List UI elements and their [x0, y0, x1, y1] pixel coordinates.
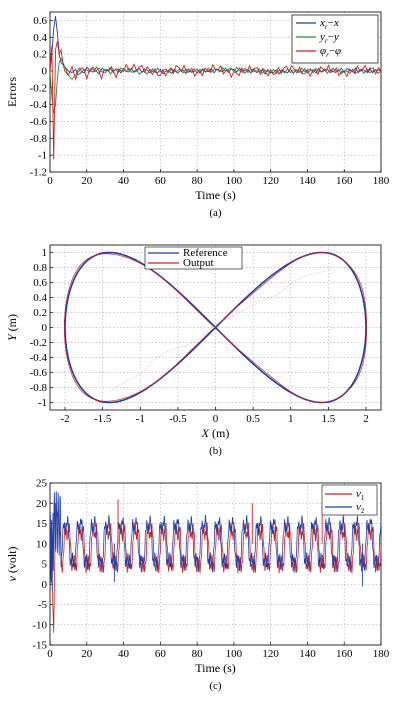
y-tick-label: -10: [32, 619, 47, 631]
output-curve: [63, 252, 368, 403]
y-tick-label: 0.6: [33, 15, 47, 27]
y-tick-label: 10: [36, 538, 48, 550]
x-tick-label: 0: [47, 648, 53, 660]
y-tick-label: -1.2: [30, 167, 47, 179]
y-tick-label: -0.8: [30, 382, 48, 394]
x-axis-label: Time (s): [195, 188, 236, 202]
legend-entry-1: Output: [183, 257, 214, 269]
x-tick-label: 40: [118, 175, 130, 187]
x-tick-label: -1.5: [94, 413, 112, 425]
y-tick-label: 25: [36, 478, 48, 490]
x-axis-label: X (m): [201, 426, 230, 440]
plot-frame: [49, 11, 382, 173]
x-tick-label: 180: [373, 175, 390, 187]
x-tick-label: 60: [155, 648, 167, 660]
y-axis-label: Y (m): [5, 314, 19, 341]
output-transient: [110, 268, 332, 392]
series-line-v2: [50, 491, 381, 592]
panel-caption: (a): [209, 207, 222, 219]
series-line-1: [50, 57, 381, 114]
y-tick-label: 0.2: [33, 49, 47, 61]
y-tick-label: 0.6: [33, 277, 47, 289]
panel-a-errors: 0 20 40 60 80 100 120 140 160 180 0.6 0.4 0.2 0 -0.2 -0…: [5, 11, 390, 219]
y-tick-label: 0.4: [33, 32, 47, 44]
legend-box: [321, 484, 378, 516]
x-tick-label: 20: [81, 648, 93, 660]
y-tick-label: -0.2: [30, 82, 47, 94]
y-axis-label: v (volt): [5, 547, 19, 582]
y-tick-label: -0.8: [30, 133, 48, 145]
x-tick-label: 1: [288, 413, 294, 425]
y-tick-label: 5: [42, 559, 48, 571]
y-tick-label: 0: [42, 579, 48, 591]
panel-caption: (c): [209, 680, 222, 692]
legend-entry-0: xr−x: [319, 17, 339, 31]
y-tick-label: 0: [42, 65, 48, 77]
y-tick-label: 20: [36, 498, 48, 510]
y-tick-label: -15: [32, 640, 47, 652]
y-tick-label: 0: [42, 322, 48, 334]
series-line-2: [50, 41, 381, 160]
x-tick-label: -0.5: [169, 413, 187, 425]
x-tick-label: 1.5: [321, 413, 335, 425]
y-tick-label: -0.6: [30, 116, 48, 128]
x-tick-label: 120: [262, 648, 279, 660]
y-tick-label: 1: [42, 247, 48, 259]
x-tick-label: -2: [60, 413, 69, 425]
y-tick-label: -1: [38, 150, 47, 162]
x-tick-label: 0.5: [246, 413, 260, 425]
y-tick-label: -0.2: [30, 337, 47, 349]
y-tick-label: -0.4: [30, 352, 48, 364]
x-tick-label: 120: [262, 175, 279, 187]
x-tick-label: 140: [299, 648, 316, 660]
y-axis-label: Errors: [5, 77, 19, 107]
x-tick-label: 180: [373, 648, 390, 660]
legend-entry-1: yr−y: [319, 31, 339, 45]
y-tick-label: 0.4: [33, 292, 47, 304]
legend-entry-1: v2: [356, 501, 365, 515]
legend-entry-0: v1: [356, 488, 365, 502]
y-tick-label: -0.6: [30, 367, 48, 379]
y-tick-label: 0.2: [33, 307, 47, 319]
x-tick-label: 160: [336, 648, 353, 660]
x-tick-label: 80: [192, 648, 204, 660]
x-tick-label: 0: [213, 413, 219, 425]
x-tick-label: 20: [81, 175, 93, 187]
legend-entry-0: Reference: [183, 247, 228, 259]
y-tick-label: -5: [38, 599, 48, 611]
x-tick-label: 0: [47, 175, 53, 187]
x-tick-label: 80: [192, 175, 204, 187]
x-tick-label: 40: [118, 648, 130, 660]
legend-entry-2: φr−φ: [320, 45, 341, 59]
x-tick-label: 60: [155, 175, 167, 187]
y-tick-label: 15: [36, 518, 48, 530]
panel-caption: (b): [209, 445, 222, 457]
panel-c-voltage: 0 20 40 60 80 100 120 140 160 180 25 20 15 10 5 0 -5 -10 -…: [5, 478, 390, 693]
x-tick-label: 2: [363, 413, 369, 425]
series-line-v1: [50, 503, 381, 633]
x-tick-label: -1: [136, 413, 145, 425]
x-tick-label: 100: [226, 648, 243, 660]
y-tick-label: -1: [38, 397, 47, 409]
y-tick-label: -0.4: [30, 99, 48, 111]
y-tick-label: 0.8: [33, 262, 47, 274]
panel-b-trajectory: -2 -1.5 -1 -0.5 0 0.5 1 1.5 2 1 0.8 0.6 0.4 0.2 0 -0.2 -…: [5, 244, 382, 457]
x-tick-label: 100: [226, 175, 243, 187]
x-tick-label: 140: [299, 175, 316, 187]
x-tick-label: 160: [336, 175, 353, 187]
x-axis-label: Time (s): [195, 661, 236, 675]
